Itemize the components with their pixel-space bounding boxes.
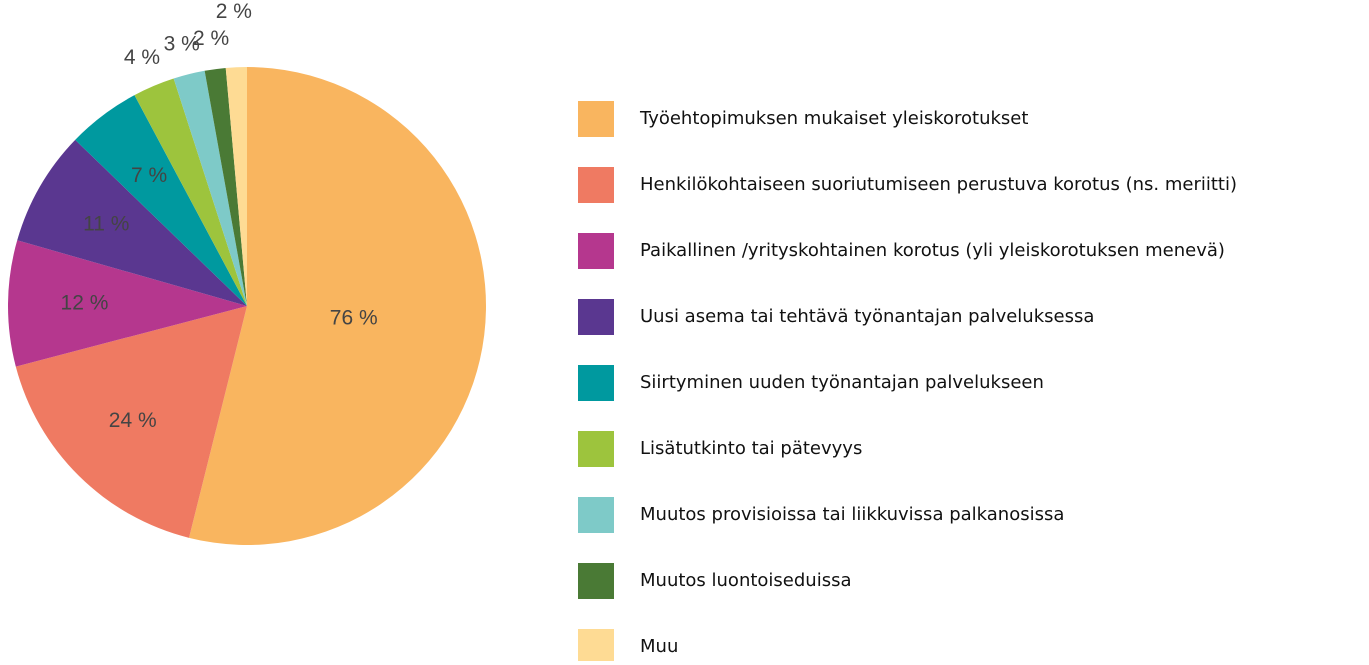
legend-label: Muutos luontoiseduissa xyxy=(640,570,852,591)
legend-label: Muutos provisioissa tai liikkuvissa palk… xyxy=(640,504,1064,525)
legend-label: Uusi asema tai tehtävä työnantajan palve… xyxy=(640,306,1094,327)
legend-swatch xyxy=(578,233,614,269)
slice-label: 24 % xyxy=(109,409,157,432)
legend-label: Lisätutkinto tai pätevyys xyxy=(640,438,862,459)
pie-slice xyxy=(173,70,247,306)
slice-label: 12 % xyxy=(61,292,109,315)
legend-swatch xyxy=(578,629,614,665)
legend-label: Paikallinen /yrityskohtainen korotus (yl… xyxy=(640,240,1225,261)
legend-swatch xyxy=(578,167,614,203)
legend-swatch xyxy=(578,563,614,599)
legend-label: Muu xyxy=(640,636,678,657)
slice-label: 7 % xyxy=(131,164,167,187)
pie-slice xyxy=(204,67,247,307)
legend-swatch xyxy=(578,365,614,401)
slice-label: 11 % xyxy=(83,212,129,235)
legend-swatch xyxy=(578,101,614,137)
legend-swatch xyxy=(578,299,614,335)
pie-slice xyxy=(75,95,247,306)
slice-label: 3 % xyxy=(164,33,200,56)
pie-slice xyxy=(225,67,247,306)
slice-label: 76 % xyxy=(330,307,378,330)
slice-label: 2 % xyxy=(193,27,229,50)
legend-label: Siirtyminen uuden työnantajan palvelukse… xyxy=(640,372,1044,393)
pie-slice xyxy=(17,139,247,306)
slice-label: 4 % xyxy=(124,46,160,69)
legend-label: Henkilökohtaiseen suoriutumiseen perustu… xyxy=(640,174,1237,195)
legend-label: Työehtopimuksen mukaiset yleiskorotukset xyxy=(639,108,1028,129)
pie-slice xyxy=(134,78,247,306)
pie-slice xyxy=(8,240,248,367)
legend-swatch xyxy=(578,431,614,467)
pie-slice xyxy=(15,306,248,538)
legend-swatch xyxy=(578,497,614,533)
slice-label: 2 % xyxy=(216,0,252,23)
pie-slice xyxy=(189,67,487,546)
